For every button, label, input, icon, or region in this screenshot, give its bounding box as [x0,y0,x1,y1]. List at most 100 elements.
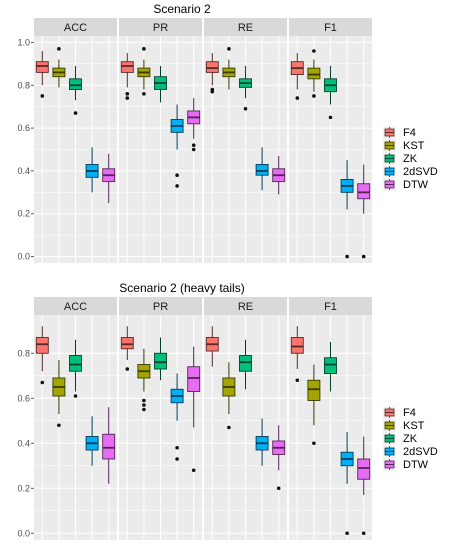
chart-title: Scenario 2 [153,2,211,16]
outlier-point [191,143,196,148]
box-zk [69,339,82,398]
facet-strip [119,297,202,315]
outlier-point [175,173,179,177]
outlier-point [276,486,281,491]
outlier-point [312,441,316,446]
legend-label: ZK [403,433,418,445]
facet-label: RE [238,22,253,34]
box-2dsvd [170,373,184,461]
box-body [307,379,321,401]
box-body [239,355,252,372]
outlier-point [243,107,248,111]
box-2dsvd [170,104,184,188]
facet-re: RE [204,18,287,263]
facet-strip [204,297,287,315]
box-body [69,355,82,372]
facet-strip [204,18,287,36]
box-kst [307,49,321,98]
outlier-point [295,96,300,100]
legend-label: KST [403,140,425,152]
box-dtw [272,425,286,491]
box-2dsvd [85,147,99,193]
box-f4 [35,50,49,98]
box-2dsvd [255,418,269,466]
box-f4 [35,326,49,385]
box-body [357,458,371,480]
outlier-point [142,92,146,96]
box-body [357,183,371,200]
box-body [120,61,134,73]
outlier-point [227,47,231,51]
box-zk [69,65,82,115]
outlier-point [142,403,146,407]
outlier-point [57,423,61,428]
y-tick-label: 0.0 [17,252,30,262]
outlier-point [345,254,349,259]
outlier-point [210,89,215,94]
facet-f1: F1 [289,297,372,540]
facet-label: RE [238,301,253,313]
facet-f1: F1 [289,18,372,263]
facet-label: PR [153,301,168,313]
facet-acc: ACC [34,18,117,263]
box-kst [52,360,66,428]
outlier-point [328,115,333,120]
legend-label: KST [403,420,425,432]
outlier-point [40,380,45,385]
box-dtw [187,346,201,473]
facet-strip [289,18,372,36]
chart-block-1: Scenario 2 0.0 0.2 0.4 0.6 0.8 1.0 ACC PR RE F1 F4K… [17,2,438,263]
outlier-point [345,531,349,536]
legend-key-zk [383,432,396,445]
box-zk [239,339,252,390]
box-body [307,67,321,80]
legend-label: ZK [403,153,418,165]
box-dtw [102,407,116,484]
facet-label: F1 [324,301,337,313]
legend-key-zk [383,152,396,165]
box-kst [222,362,236,430]
legend-label: DTW [403,459,429,471]
box-kst [52,47,66,88]
box-f4 [205,53,219,94]
legend-key-f4 [383,126,396,139]
outlier-point [125,96,130,100]
box-zk [324,65,337,120]
facet-label: ACC [64,301,87,313]
outlier-point [73,111,78,115]
legend-key-kst [383,419,396,432]
box-body [187,366,201,392]
chart-title: Scenario 2 (heavy tails) [119,281,244,295]
outlier-point [227,425,231,430]
box-kst [307,364,321,446]
outlier-point [142,407,146,412]
outlier-point [312,49,316,53]
y-tick-label: 0.2 [17,483,30,493]
legend-key-dtw [383,178,396,191]
facet-acc: ACC [34,297,117,540]
box-body [205,61,219,73]
outlier-point [125,92,130,96]
y-tick-label: 0.6 [17,393,30,403]
outlier-point [361,531,366,536]
box-dtw [357,164,371,259]
box-body [35,61,49,73]
y-tick-label: 0.4 [17,166,30,176]
facet-pr: PR [119,297,202,540]
box-f4 [120,326,134,371]
box-dtw [187,98,201,152]
box-f4 [205,326,219,367]
outlier-point [142,398,146,403]
outlier-point [73,394,78,398]
outlier-point [175,184,179,188]
box-kst [222,47,236,90]
box-body [120,337,134,350]
legend-label: 2dSVD [403,166,438,178]
outlier-point [175,457,179,461]
box-dtw [272,155,286,195]
box-f4 [290,326,304,383]
